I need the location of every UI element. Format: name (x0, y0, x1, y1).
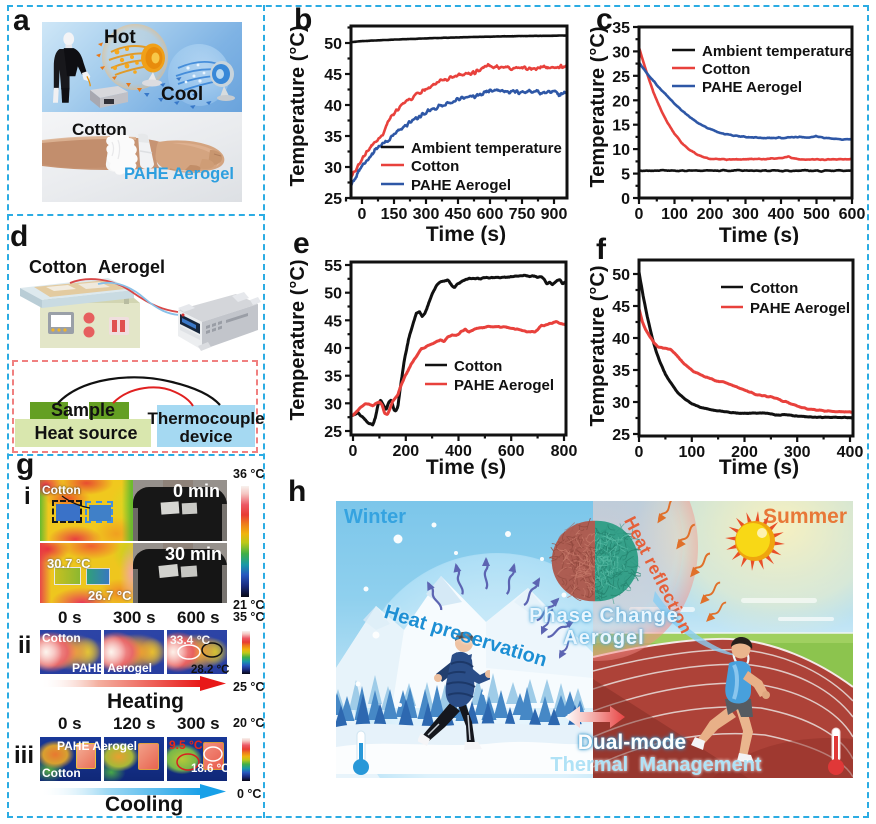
svg-text:20: 20 (612, 93, 630, 110)
svg-text:450: 450 (445, 206, 472, 223)
svg-text:300: 300 (732, 206, 759, 223)
svg-text:0: 0 (635, 206, 644, 223)
svg-text:30: 30 (324, 396, 342, 413)
svg-text:150: 150 (381, 206, 408, 223)
svg-text:40: 40 (324, 98, 342, 115)
svg-text:Ambient temperature: Ambient temperature (702, 43, 853, 60)
svg-text:5: 5 (621, 167, 630, 184)
svg-text:600: 600 (477, 206, 504, 223)
svg-text:0: 0 (349, 443, 358, 460)
svg-text:400: 400 (768, 206, 795, 223)
svg-text:PAHE Aerogel: PAHE Aerogel (750, 300, 850, 317)
svg-text:600: 600 (839, 206, 866, 223)
svg-text:10: 10 (612, 142, 630, 159)
svg-text:40: 40 (612, 331, 630, 348)
svg-text:0: 0 (358, 206, 367, 223)
svg-text:30: 30 (612, 395, 630, 412)
svg-text:400: 400 (837, 444, 864, 461)
svg-text:800: 800 (551, 443, 578, 460)
svg-text:35: 35 (324, 129, 342, 146)
svg-text:35: 35 (612, 363, 630, 380)
svg-text:Thermocouple: Thermocouple (147, 409, 264, 428)
svg-text:Time (s): Time (s) (426, 223, 506, 245)
svg-text:Ambient temperature: Ambient temperature (411, 140, 562, 157)
svg-text:300: 300 (784, 444, 811, 461)
svg-text:50: 50 (324, 36, 342, 53)
svg-text:Sample: Sample (51, 400, 115, 420)
svg-text:750: 750 (509, 206, 536, 223)
svg-text:PAHE Aerogel: PAHE Aerogel (702, 79, 802, 96)
svg-text:Time (s): Time (s) (426, 456, 506, 479)
svg-text:0: 0 (635, 444, 644, 461)
svg-text:25: 25 (324, 191, 342, 208)
svg-text:35: 35 (612, 20, 630, 37)
svg-text:PAHE Aerogel: PAHE Aerogel (454, 377, 554, 394)
svg-text:300: 300 (413, 206, 440, 223)
svg-text:15: 15 (612, 118, 630, 135)
svg-text:Cotton: Cotton (454, 358, 502, 375)
svg-text:50: 50 (324, 286, 342, 303)
svg-text:Cotton: Cotton (702, 61, 750, 78)
svg-text:500: 500 (803, 206, 830, 223)
svg-text:900: 900 (541, 206, 568, 223)
svg-text:100: 100 (678, 444, 705, 461)
svg-text:device: device (180, 427, 233, 446)
svg-text:30: 30 (324, 160, 342, 177)
svg-text:Cotton: Cotton (411, 158, 459, 175)
svg-text:Time (s): Time (s) (719, 456, 799, 479)
svg-text:200: 200 (731, 444, 758, 461)
svg-text:25: 25 (324, 424, 342, 441)
svg-text:Temperature (°C): Temperature (°C) (290, 26, 309, 187)
svg-text:Time (s): Time (s) (719, 224, 799, 245)
svg-text:0: 0 (621, 191, 630, 208)
svg-text:100: 100 (661, 206, 688, 223)
svg-text:Cotton: Cotton (750, 280, 798, 297)
svg-text:Temperature (°C): Temperature (°C) (290, 260, 309, 421)
svg-text:45: 45 (612, 299, 630, 316)
svg-text:600: 600 (498, 443, 525, 460)
svg-text:55: 55 (324, 258, 342, 275)
svg-text:200: 200 (697, 206, 724, 223)
svg-text:25: 25 (612, 427, 630, 444)
svg-text:30: 30 (612, 44, 630, 61)
svg-text:50: 50 (612, 267, 630, 284)
svg-text:35: 35 (324, 369, 342, 386)
svg-text:400: 400 (445, 443, 472, 460)
svg-text:200: 200 (392, 443, 419, 460)
svg-text:45: 45 (324, 67, 342, 84)
svg-text:Temperature (°C): Temperature (°C) (590, 27, 609, 188)
svg-text:Heat source: Heat source (34, 423, 137, 443)
svg-text:40: 40 (324, 341, 342, 358)
svg-text:25: 25 (612, 69, 630, 86)
svg-text:PAHE Aerogel: PAHE Aerogel (411, 177, 511, 194)
svg-text:45: 45 (324, 313, 342, 330)
svg-text:Temperature (°C): Temperature (°C) (590, 266, 609, 427)
